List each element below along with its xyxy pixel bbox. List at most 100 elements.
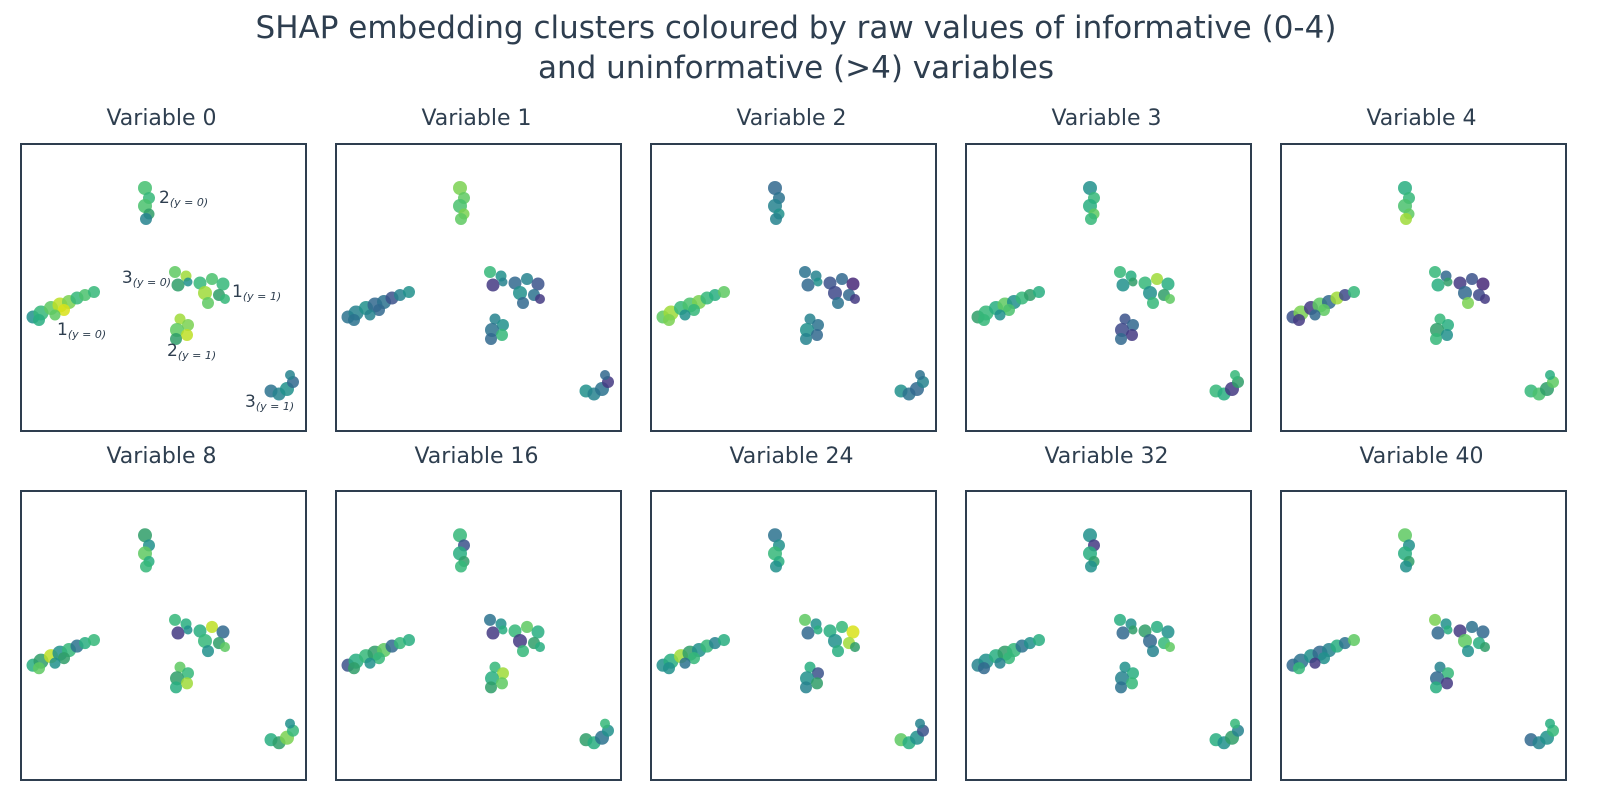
- data-point: [915, 718, 925, 729]
- data-point: [1480, 294, 1490, 304]
- data-point: [216, 277, 230, 291]
- scatter-plot: [1286, 528, 1559, 750]
- data-point: [1127, 667, 1139, 680]
- data-point: [813, 625, 823, 635]
- data-point: [484, 266, 496, 278]
- data-point: [1114, 266, 1126, 278]
- data-point: [800, 681, 812, 694]
- data-point: [140, 560, 152, 573]
- data-point: [1462, 645, 1474, 658]
- data-point: [49, 309, 61, 321]
- data-point: [812, 319, 824, 331]
- data-point: [812, 667, 824, 680]
- data-point: [484, 613, 496, 626]
- subplot-title: Variable 0: [106, 106, 217, 131]
- data-point: [181, 677, 193, 690]
- subplot-panel: [1280, 490, 1567, 781]
- data-point: [1128, 277, 1138, 287]
- figure-title-line-2: and uninformative (>4) variables: [538, 50, 1054, 86]
- data-point: [373, 304, 385, 316]
- data-point: [770, 213, 782, 225]
- data-point: [828, 633, 842, 649]
- data-point: [183, 625, 193, 635]
- data-point: [202, 645, 214, 658]
- data-point: [535, 642, 545, 653]
- data-point: [1119, 661, 1131, 673]
- data-point: [679, 309, 691, 321]
- data-point: [1430, 333, 1442, 345]
- subplot-title: Variable 24: [729, 444, 854, 469]
- data-point: [688, 304, 700, 316]
- data-point: [1161, 625, 1175, 639]
- data-point: [1458, 633, 1472, 649]
- data-point: [1003, 304, 1015, 316]
- data-point: [485, 323, 499, 337]
- subplot-panel: 2(y = 0) 3(y = 0) 1(y = 1) 1(y = 0) 2(y = 1)…: [20, 143, 307, 432]
- data-point: [183, 277, 193, 287]
- data-point: [1434, 661, 1446, 673]
- data-point: [489, 313, 501, 325]
- data-point: [1119, 313, 1131, 325]
- figure-title-line-1: SHAP embedding clusters coloured by raw …: [255, 10, 1337, 46]
- subplot-panel: [20, 490, 307, 781]
- data-point: [403, 286, 415, 298]
- data-point: [1318, 304, 1330, 316]
- data-point: [1309, 309, 1321, 321]
- data-point: [285, 718, 295, 729]
- data-point: [1085, 560, 1097, 573]
- data-point: [1430, 671, 1444, 686]
- subplot-panel: [965, 490, 1252, 781]
- subplot-panel: [965, 143, 1252, 432]
- scatter-plot: [1286, 181, 1559, 401]
- data-point: [1115, 333, 1127, 345]
- data-point: [531, 277, 545, 291]
- data-point: [799, 266, 811, 278]
- data-point: [600, 718, 610, 729]
- data-point: [1116, 278, 1130, 292]
- data-point: [799, 613, 811, 626]
- scatter-plot: 2(y = 0) 3(y = 0) 1(y = 1) 1(y = 0) 2(y = 1)…: [26, 181, 299, 413]
- data-point: [811, 677, 823, 690]
- data-point: [1545, 370, 1555, 380]
- data-point: [804, 661, 816, 673]
- data-point: [169, 266, 181, 278]
- data-point: [1147, 297, 1159, 309]
- data-point: [1165, 294, 1175, 304]
- data-point: [1430, 323, 1444, 337]
- scatter-plot: [341, 181, 614, 401]
- data-point: [1400, 213, 1412, 225]
- subplot-title: Variable 40: [1359, 444, 1484, 469]
- data-point: [1431, 278, 1445, 292]
- data-point: [1083, 181, 1097, 195]
- data-point: [768, 528, 782, 543]
- data-point: [1033, 633, 1045, 647]
- subplot-panel: [335, 143, 622, 432]
- data-point: [531, 625, 545, 639]
- data-point: [1116, 626, 1130, 640]
- data-point: [800, 333, 812, 345]
- data-point: [1151, 273, 1163, 285]
- data-point: [88, 633, 100, 647]
- subplot-title: Variable 8: [106, 444, 217, 469]
- data-point: [171, 278, 185, 292]
- data-point: [138, 181, 152, 195]
- data-point: [521, 620, 533, 633]
- data-point: [170, 681, 182, 694]
- data-point: [978, 662, 990, 675]
- data-point: [1443, 277, 1453, 287]
- data-point: [174, 313, 186, 325]
- data-point: [1441, 677, 1453, 690]
- data-point: [679, 657, 691, 669]
- data-point: [497, 319, 509, 331]
- data-point: [1476, 625, 1490, 639]
- data-point: [220, 642, 230, 653]
- data-point: [1115, 681, 1127, 694]
- cluster-annotation: 2(y = 0): [159, 188, 208, 209]
- data-point: [455, 213, 467, 225]
- scatter-plot: [656, 181, 929, 401]
- data-point: [1476, 277, 1490, 291]
- cluster-annotation: 1(y = 1): [232, 282, 281, 303]
- data-point: [171, 626, 185, 640]
- data-point: [486, 278, 500, 292]
